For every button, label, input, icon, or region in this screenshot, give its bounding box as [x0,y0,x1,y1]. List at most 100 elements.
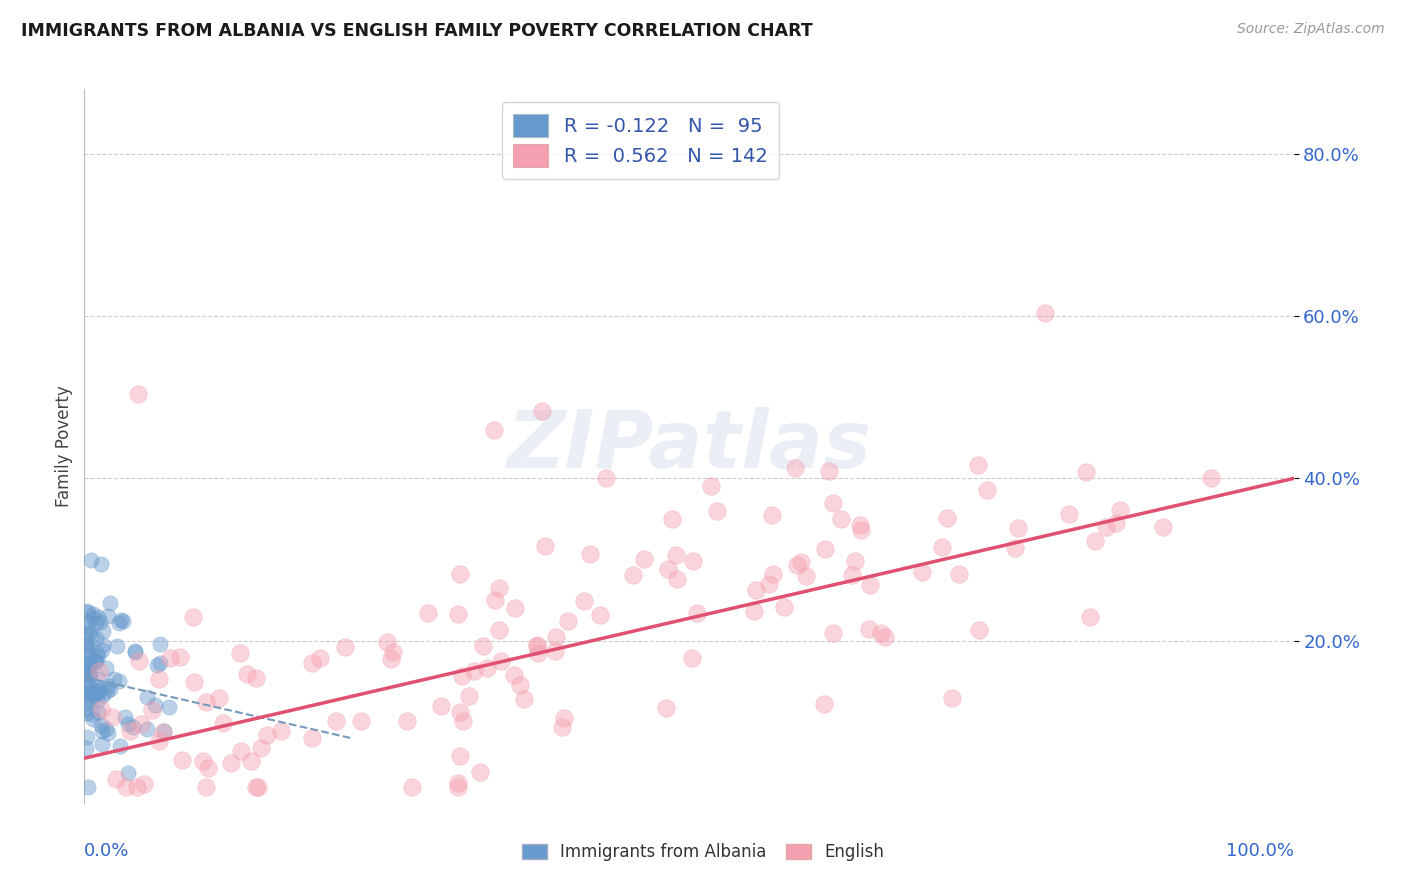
Point [382,645,405,659]
Point [79,693,101,707]
Point [80,690,103,704]
Point [105,772,128,787]
Point [80,685,103,699]
Point [236,666,259,681]
Point [488,623,510,637]
Point [157,700,180,714]
Point [512,691,534,706]
Point [830,512,852,526]
Point [813,698,835,712]
Point [153,724,176,739]
Point [551,720,574,734]
Point [858,622,880,636]
Point [1007,520,1029,534]
Point [75,662,97,676]
Text: ZIPatlas: ZIPatlas [506,407,872,485]
Point [449,749,471,764]
Point [75,626,97,640]
Point [325,714,347,728]
Y-axis label: Family Poverty: Family Poverty [55,385,73,507]
Point [115,780,138,794]
Point [489,654,512,668]
Point [482,423,505,437]
Point [681,651,703,665]
Point [309,651,332,665]
Point [967,458,990,472]
Point [183,675,205,690]
Point [665,573,688,587]
Point [449,705,471,719]
Point [124,644,146,658]
Point [86,693,108,707]
Point [245,780,267,794]
Point [101,709,124,723]
Point [143,698,166,713]
Point [82,611,104,625]
Point [110,613,132,627]
Point [84,631,107,645]
Point [94,661,117,675]
Point [90,557,112,571]
Text: 100.0%: 100.0% [1226,842,1294,860]
Point [75,657,97,671]
Point [814,541,837,556]
Point [250,741,273,756]
Point [84,687,107,701]
Point [458,690,481,704]
Point [76,644,98,658]
Point [76,659,98,673]
Point [86,705,108,719]
Point [87,610,110,624]
Point [841,568,863,582]
Point [849,523,872,537]
Point [77,626,100,640]
Point [77,646,100,660]
Point [118,724,141,739]
Point [103,672,125,686]
Point [97,609,120,624]
Legend: Immigrants from Albania, English: Immigrants from Albania, English [515,837,891,868]
Point [785,461,807,475]
Point [790,555,813,569]
Point [114,710,136,724]
Point [665,548,688,562]
Point [349,714,371,728]
Point [301,731,323,746]
Point [136,690,159,704]
Point [84,615,107,630]
Point [169,650,191,665]
Point [401,780,423,794]
Point [686,607,709,621]
Point [447,776,470,790]
Point [869,626,891,640]
Point [1199,471,1222,485]
Point [1109,502,1132,516]
Point [484,593,506,607]
Point [910,565,932,579]
Point [503,601,526,615]
Point [87,664,110,678]
Point [131,717,153,731]
Point [794,569,817,583]
Point [149,657,172,671]
Point [76,780,98,794]
Point [633,551,655,566]
Point [418,606,440,620]
Point [449,566,471,581]
Point [544,644,567,658]
Point [588,608,610,623]
Point [96,684,118,698]
Point [657,562,679,576]
Point [82,712,104,726]
Point [90,724,112,739]
Point [526,640,548,654]
Point [451,669,474,683]
Point [229,744,252,758]
Point [475,661,498,675]
Point [557,614,579,628]
Point [595,470,617,484]
Point [967,623,990,637]
Point [544,630,567,644]
Point [527,646,550,660]
Point [84,654,107,668]
